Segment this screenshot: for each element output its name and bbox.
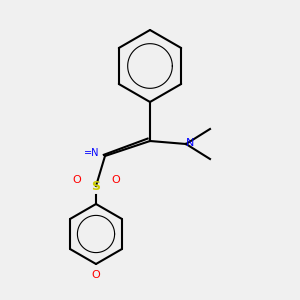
Text: N: N xyxy=(186,137,194,148)
Text: O: O xyxy=(111,175,120,185)
Text: O: O xyxy=(92,270,100,280)
Text: =N: =N xyxy=(83,148,99,158)
Text: S: S xyxy=(92,179,100,193)
Text: O: O xyxy=(72,175,81,185)
